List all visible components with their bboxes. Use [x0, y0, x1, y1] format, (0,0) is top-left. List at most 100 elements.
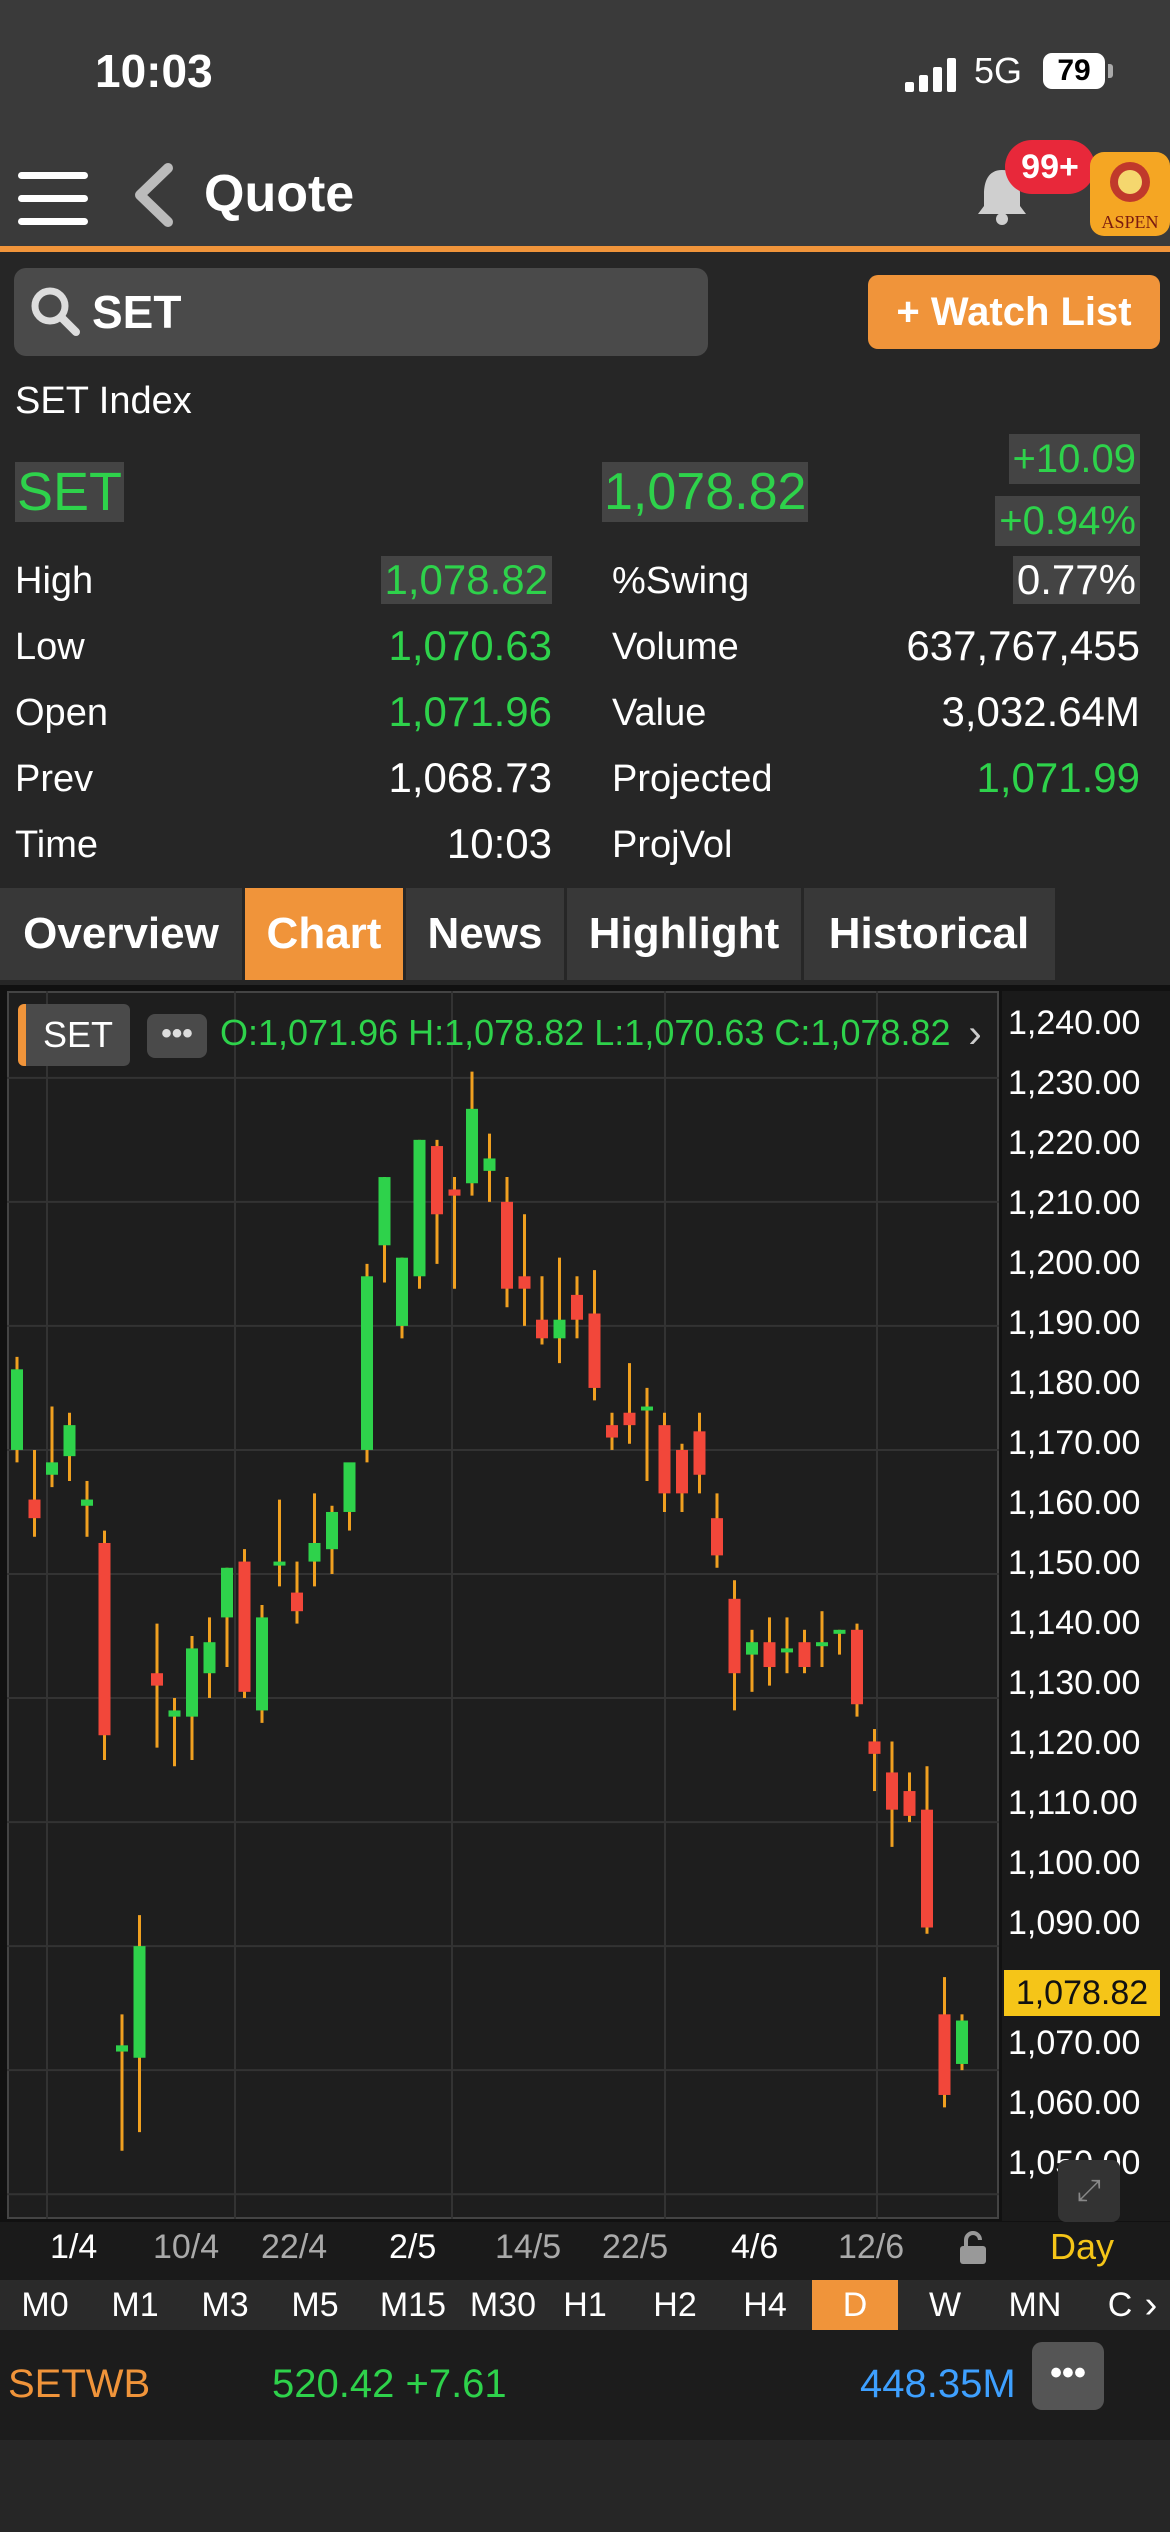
candle[interactable]	[658, 1412, 671, 1512]
timeframe-m30[interactable]: M30	[469, 2286, 537, 2324]
candle[interactable]	[256, 1605, 268, 1723]
candle[interactable]	[361, 1263, 373, 1463]
candle[interactable]	[151, 1623, 163, 1748]
candle[interactable]	[518, 1214, 531, 1326]
candle[interactable]	[553, 1257, 566, 1364]
candle[interactable]	[28, 1449, 41, 1537]
back-chevron-icon[interactable]	[130, 160, 178, 244]
candle[interactable]	[168, 1698, 181, 1767]
chart-symbol-tag[interactable]: SET	[18, 1004, 130, 1066]
y-tick: 1,220.00	[1008, 1124, 1141, 1162]
candle[interactable]	[903, 1772, 916, 1823]
ticker-symbol[interactable]: SETWB	[8, 2362, 151, 2406]
candle[interactable]	[308, 1493, 321, 1587]
candle[interactable]	[273, 1499, 286, 1587]
search-icon[interactable]	[26, 282, 84, 345]
nav-bar	[0, 150, 1170, 250]
timeframe-d[interactable]: D	[812, 2280, 898, 2330]
tab-overview[interactable]: Overview	[23, 909, 219, 958]
chevron-right-icon[interactable]: ›	[1144, 2284, 1158, 2326]
candle[interactable]	[641, 1387, 653, 1481]
timeframe-h1[interactable]: H1	[563, 2286, 607, 2324]
timeframe-m15[interactable]: M15	[379, 2286, 447, 2324]
candle[interactable]	[571, 1276, 583, 1339]
timeframe-m1[interactable]: M1	[111, 2286, 159, 2324]
timeframe-m0[interactable]: M0	[21, 2286, 69, 2324]
stat-value-value: 3,032.64M	[941, 688, 1140, 735]
candle[interactable]	[781, 1617, 793, 1674]
watch-list-button[interactable]: + Watch List	[868, 275, 1160, 349]
candle[interactable]	[728, 1580, 741, 1711]
candle[interactable]	[238, 1549, 251, 1699]
candle-body	[816, 1642, 828, 1647]
chart-more-button[interactable]: •••	[147, 1014, 207, 1058]
candle[interactable]	[851, 1623, 863, 1717]
candle[interactable]	[536, 1276, 548, 1345]
candle[interactable]	[676, 1443, 688, 1512]
chart-plot-area[interactable]	[7, 991, 999, 2219]
timeframe-w[interactable]: W	[928, 2286, 962, 2324]
candle[interactable]	[693, 1412, 706, 1494]
candle[interactable]	[956, 2014, 968, 2071]
x-tick: 22/4	[261, 2228, 328, 2266]
tab-highlight[interactable]: Highlight	[588, 909, 780, 958]
candle[interactable]	[886, 1741, 898, 1847]
candlestick-chart[interactable]	[7, 991, 999, 2219]
candle[interactable]	[501, 1177, 513, 1308]
timeframe-m3[interactable]: M3	[201, 2286, 249, 2324]
search-input[interactable]	[92, 284, 682, 340]
candle-body	[711, 1518, 723, 1556]
candle[interactable]	[98, 1530, 111, 1761]
candle[interactable]	[711, 1493, 723, 1568]
timeframe-c[interactable]: C	[1107, 2286, 1133, 2324]
chevron-right-icon[interactable]: ›	[955, 1006, 995, 1062]
candle[interactable]	[343, 1462, 356, 1531]
candle[interactable]	[116, 2014, 128, 2151]
candle[interactable]	[448, 1177, 461, 1289]
candle[interactable]	[588, 1270, 601, 1401]
candle-body	[168, 1710, 181, 1717]
candle[interactable]	[186, 1636, 198, 1761]
candle[interactable]	[221, 1567, 233, 1668]
candle[interactable]	[46, 1406, 58, 1488]
candle[interactable]	[63, 1412, 76, 1481]
candle[interactable]	[483, 1133, 496, 1202]
candle[interactable]	[623, 1363, 636, 1444]
candle[interactable]	[763, 1617, 776, 1686]
candle[interactable]	[396, 1257, 408, 1339]
candle[interactable]	[203, 1617, 216, 1699]
menu-icon[interactable]	[18, 168, 88, 228]
candle[interactable]	[868, 1729, 881, 1792]
candle[interactable]	[798, 1629, 811, 1674]
tab-news[interactable]: News	[427, 909, 543, 958]
candle[interactable]	[326, 1505, 338, 1574]
candle[interactable]	[921, 1766, 933, 1934]
candle-body	[693, 1431, 706, 1475]
candle[interactable]	[816, 1611, 828, 1668]
expand-icon[interactable]: ⤢	[1058, 2160, 1120, 2222]
timeframe-m5[interactable]: M5	[291, 2286, 339, 2324]
candle-body	[133, 1946, 146, 2058]
tab-historical[interactable]: Historical	[828, 909, 1030, 958]
candle[interactable]	[81, 1480, 93, 1537]
candle[interactable]	[938, 1977, 951, 2108]
security-full-name: SET Index	[15, 380, 192, 422]
candle[interactable]	[291, 1561, 303, 1624]
notification-badge[interactable]: 99+	[1005, 140, 1095, 194]
lock-icon[interactable]	[957, 2230, 989, 2274]
candle[interactable]	[606, 1412, 618, 1450]
candle[interactable]	[378, 1177, 391, 1283]
candle[interactable]	[833, 1629, 846, 1655]
aspen-logo[interactable]: ASPEN	[1090, 152, 1170, 236]
candle[interactable]	[746, 1629, 758, 1692]
candle[interactable]	[431, 1139, 443, 1264]
candle[interactable]	[413, 1139, 426, 1289]
candle[interactable]	[466, 1071, 478, 1196]
timeframe-h2[interactable]: H2	[653, 2286, 697, 2324]
timeframe-h4[interactable]: H4	[743, 2286, 787, 2324]
ticker-more-button[interactable]: •••	[1032, 2342, 1104, 2410]
candle[interactable]	[11, 1356, 23, 1463]
candle[interactable]	[133, 1915, 146, 2133]
tab-chart[interactable]: Chart	[245, 888, 403, 980]
timeframe-mn[interactable]: MN	[1008, 2286, 1062, 2324]
